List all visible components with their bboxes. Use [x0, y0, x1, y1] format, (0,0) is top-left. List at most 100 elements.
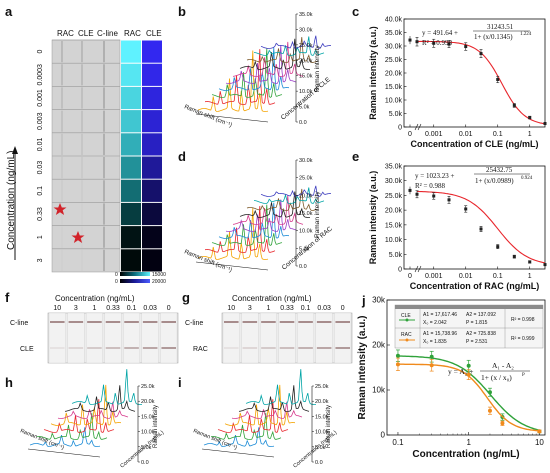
conc-label: 0.03: [317, 305, 331, 312]
spectrum-trace: [239, 38, 311, 70]
z-tick-label: 25.0k: [299, 43, 313, 49]
z-ticks-d: 30.0k 25.0k 20.0k 15.0k 10.0k 5.0k 0.0: [195, 158, 313, 271]
panel-letter-a: a: [5, 4, 13, 19]
map-tile-cle: [142, 202, 162, 226]
strip-header-rac: RAC: [57, 29, 74, 38]
spectrum-trace: [225, 45, 297, 84]
z-tick-label: 20.0k: [299, 193, 313, 199]
row-label: 0.001: [37, 89, 44, 107]
panel-letter-i: i: [178, 375, 182, 390]
data-point-rac: [500, 421, 505, 426]
panel-letter-c: c: [352, 4, 359, 19]
data-point: [447, 42, 451, 46]
y-tick-label: 15.0k: [385, 84, 403, 91]
map-tile-rac: [121, 86, 141, 110]
panel-a-ylabel: Concentration (ng/mL): [6, 151, 17, 251]
title-f: Concentration (ng/mL): [55, 294, 135, 303]
table-cle-r2: R² = 0.998: [511, 317, 535, 323]
x-axis-label: Concentration of CLE (ng/mL): [411, 139, 539, 149]
conc-labels-g: 10 3 1 0.33 0.1 0.03 0: [227, 305, 344, 312]
data-point: [479, 227, 483, 231]
conc-label: 10: [53, 305, 61, 312]
spectrum-trace: [210, 412, 282, 440]
conc-label: 1: [92, 305, 96, 312]
y-tick-label: 10.0k: [385, 98, 403, 105]
y-tick-label: 40.0k: [385, 17, 403, 24]
strip: [241, 312, 259, 364]
strip: [85, 312, 103, 364]
eq-c-num: 31243.51: [487, 23, 514, 31]
x-tick-label: 0: [408, 273, 412, 280]
x-axis-label: Concentration of RAC (ng/mL): [410, 281, 540, 291]
y-tick-label: 0: [398, 267, 402, 274]
spectrum-trace: [239, 191, 311, 218]
y-tick-label: 20k: [372, 341, 386, 350]
z-tick-label: 15.0k: [299, 211, 313, 217]
data-point: [496, 245, 500, 249]
data-point: [432, 41, 436, 45]
axis-break: [414, 265, 422, 273]
y-tick-label: 15.0k: [385, 222, 403, 229]
spectrum-trace: [57, 401, 129, 419]
y-tick-label: 30k: [372, 296, 386, 305]
y-axis-label: Raman intensity (a.u.): [357, 316, 368, 420]
x-tick-label: 0: [408, 131, 412, 138]
data-point: [447, 198, 451, 202]
y-tick-label: 5.0k: [389, 252, 403, 259]
strip: [315, 312, 333, 364]
y-tick-label: 5.0k: [389, 111, 403, 118]
z-tick-label: 10.0k: [315, 430, 329, 436]
data-point: [464, 45, 468, 49]
strip: [278, 312, 296, 364]
data-point: [512, 103, 516, 107]
calibration-plot-cle: 0 5.0k 10.0k 15.0k 20.0k 25.0k 30.0k 35.0k 40.0k…: [368, 17, 547, 149]
concentration-row-labels: 0 0.0003 0.001 0.003 0.01 0.03 0.1 0.33 1 3: [37, 50, 44, 263]
x-tick-label: 0.001: [425, 273, 443, 280]
x-tick-label: 0.1: [493, 131, 503, 138]
map-tile-rac: [121, 63, 141, 86]
spectra-stack-b: [197, 35, 332, 112]
conc-label: 0.1: [301, 305, 311, 312]
spectrum-trace: [211, 204, 283, 246]
cbar1-min: 0: [115, 272, 118, 278]
spectrum-trace: [203, 427, 275, 447]
z-tick-label: 30.0k: [299, 158, 313, 164]
spectrum-trace: [197, 208, 269, 260]
z-tick-label: 35.0k: [299, 12, 313, 18]
row-label: 0.0003: [37, 64, 44, 86]
row-label: 0.33: [37, 207, 44, 221]
z-tick-label: 10.0k: [299, 229, 313, 235]
z-tick-label: 25.0k: [141, 384, 155, 390]
spectrum-trace: [217, 399, 289, 433]
data-point: [408, 188, 412, 192]
x-tick-label: 0.1: [493, 273, 503, 280]
strip: [67, 312, 85, 364]
eq-c-exp: 1.224: [520, 32, 532, 37]
strip: [222, 312, 240, 364]
x-tick-label: 0.001: [425, 131, 443, 138]
y-tick-label: 20.0k: [385, 208, 403, 215]
row-label: 1: [37, 235, 44, 239]
panel-letter-d: d: [178, 149, 186, 164]
strip: [123, 312, 141, 364]
x-axis-label: Concentration (ng/mL): [412, 449, 519, 460]
panel-letter-f: f: [5, 290, 10, 305]
spectra-stack-h: [29, 369, 143, 447]
data-point: [528, 260, 532, 264]
z-tick-label: 5.0k: [299, 246, 310, 252]
eq-j-den: 1+ (x / x₀): [481, 373, 512, 382]
y-tick-label: 10k: [372, 386, 386, 395]
map-tile-rac: [121, 40, 141, 63]
star-marker-2: [71, 231, 85, 243]
spectrum-trace: [224, 384, 296, 426]
data-point: [543, 263, 547, 267]
x-axis-line: [195, 113, 269, 123]
eq-c-r2: R² = 0.998: [422, 39, 452, 47]
row-label: 3: [37, 258, 44, 262]
map-tile-cle: [142, 110, 162, 133]
eq-j-num: A₁ - A₂: [492, 361, 514, 370]
zlabel-h: Raman intensity: [153, 405, 159, 448]
eq-c-a: y = 491.64 +: [422, 29, 458, 37]
y-tick-label: 0: [381, 431, 386, 440]
